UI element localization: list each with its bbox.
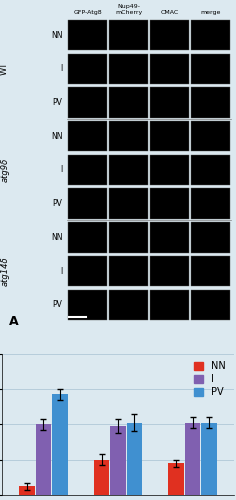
Text: I: I <box>60 64 63 74</box>
Text: PV: PV <box>53 98 63 107</box>
FancyBboxPatch shape <box>68 256 107 286</box>
FancyBboxPatch shape <box>109 222 148 252</box>
Bar <box>127 422 142 495</box>
Bar <box>185 422 200 495</box>
Text: atg14δ: atg14δ <box>0 256 9 286</box>
Text: WT: WT <box>0 62 9 76</box>
FancyBboxPatch shape <box>150 290 189 320</box>
FancyBboxPatch shape <box>191 256 230 286</box>
FancyBboxPatch shape <box>68 222 107 252</box>
FancyBboxPatch shape <box>191 88 230 118</box>
Text: GFP-Atg8: GFP-Atg8 <box>73 10 102 15</box>
FancyBboxPatch shape <box>150 188 189 219</box>
FancyBboxPatch shape <box>109 54 148 84</box>
FancyBboxPatch shape <box>109 121 148 152</box>
FancyBboxPatch shape <box>150 222 189 252</box>
FancyBboxPatch shape <box>109 188 148 219</box>
Text: PV: PV <box>53 300 63 310</box>
FancyBboxPatch shape <box>150 154 189 185</box>
FancyBboxPatch shape <box>191 188 230 219</box>
FancyBboxPatch shape <box>109 154 148 185</box>
FancyBboxPatch shape <box>109 256 148 286</box>
FancyBboxPatch shape <box>191 20 230 50</box>
FancyBboxPatch shape <box>109 20 148 50</box>
Text: CMAC: CMAC <box>161 10 179 15</box>
Bar <box>94 460 109 495</box>
Text: atg9δ: atg9δ <box>0 158 9 182</box>
Bar <box>169 463 184 495</box>
Text: PV: PV <box>53 199 63 208</box>
FancyBboxPatch shape <box>150 88 189 118</box>
FancyBboxPatch shape <box>68 88 107 118</box>
Text: NN: NN <box>51 30 63 40</box>
Bar <box>201 422 217 495</box>
Text: Nup49-
mCherry: Nup49- mCherry <box>115 4 142 15</box>
Text: A: A <box>9 315 19 328</box>
Bar <box>19 486 35 495</box>
Bar <box>36 424 51 495</box>
FancyBboxPatch shape <box>150 20 189 50</box>
FancyBboxPatch shape <box>191 154 230 185</box>
FancyBboxPatch shape <box>191 290 230 320</box>
Bar <box>110 426 126 495</box>
FancyBboxPatch shape <box>109 88 148 118</box>
Legend: NN, I, PV: NN, I, PV <box>191 358 229 400</box>
Text: merge: merge <box>201 10 221 15</box>
FancyBboxPatch shape <box>68 121 107 152</box>
FancyBboxPatch shape <box>191 222 230 252</box>
FancyBboxPatch shape <box>150 256 189 286</box>
Text: I: I <box>60 266 63 276</box>
FancyBboxPatch shape <box>150 121 189 152</box>
Text: I: I <box>60 166 63 174</box>
FancyBboxPatch shape <box>191 121 230 152</box>
Text: NN: NN <box>51 132 63 140</box>
FancyBboxPatch shape <box>68 54 107 84</box>
FancyBboxPatch shape <box>68 188 107 219</box>
FancyBboxPatch shape <box>68 154 107 185</box>
FancyBboxPatch shape <box>191 54 230 84</box>
FancyBboxPatch shape <box>68 290 107 320</box>
FancyBboxPatch shape <box>68 20 107 50</box>
FancyBboxPatch shape <box>109 290 148 320</box>
Bar <box>52 394 67 495</box>
Text: NN: NN <box>51 233 63 242</box>
FancyBboxPatch shape <box>150 54 189 84</box>
